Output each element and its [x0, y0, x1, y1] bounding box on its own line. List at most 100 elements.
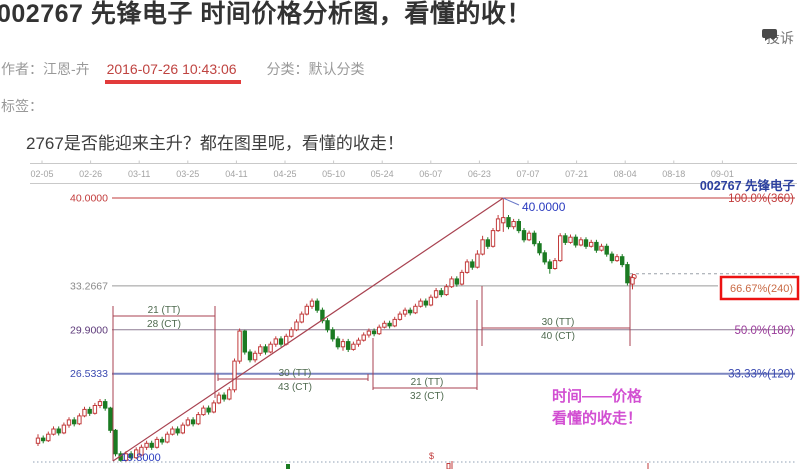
candle-body	[589, 241, 594, 247]
report-button[interactable]: 投诉	[762, 28, 794, 48]
candle-body	[501, 217, 506, 224]
candle-body	[278, 338, 284, 345]
candle-body	[320, 309, 325, 322]
candle-body	[242, 330, 248, 353]
candle-body	[351, 343, 356, 350]
candle-body	[356, 339, 361, 345]
candle-body	[583, 239, 589, 247]
bottom-marker: $	[429, 451, 434, 461]
post-body-text: 2767是否能迎来主升？都在图里呢，看懂的收走！	[26, 134, 404, 153]
author-label: 作者：	[1, 61, 43, 77]
candle-body	[537, 243, 542, 254]
candle-body	[206, 407, 211, 413]
candle-body	[371, 330, 377, 335]
candle-body	[402, 309, 408, 315]
candle-body	[258, 346, 263, 354]
candle-body	[464, 261, 470, 273]
candle-body	[149, 442, 154, 448]
date-label: 06-23	[468, 169, 491, 179]
author-name: 江恩-卉	[43, 61, 90, 77]
category-label: 分类：	[266, 61, 309, 77]
candle-body	[299, 313, 304, 323]
candle-body	[216, 394, 222, 404]
price-label-left: 26.5333	[70, 368, 108, 380]
candle-body	[268, 343, 273, 353]
candle-body	[128, 453, 134, 459]
candle-body	[273, 338, 279, 345]
measure-label-ct: 43 (CT)	[278, 382, 312, 393]
candle-body	[387, 322, 392, 327]
candle-body	[346, 341, 351, 350]
candle-body	[159, 438, 165, 443]
gann-trend-line	[112, 197, 504, 462]
measure-label-ct: 32 (CT)	[410, 391, 444, 402]
date-label: 04-25	[273, 169, 296, 179]
candle-body	[578, 239, 584, 246]
candle-body	[594, 241, 599, 251]
candle-body	[46, 433, 51, 442]
candle-body	[490, 230, 496, 247]
candle-body	[563, 235, 568, 243]
candle-body	[247, 351, 253, 361]
category-name[interactable]: 默认分类	[308, 61, 365, 77]
price-label-right: 50.0%(180)	[735, 325, 795, 337]
candle-body	[423, 300, 429, 306]
candle-body	[454, 278, 460, 285]
candle-body	[511, 221, 516, 228]
date-label: 08-04	[614, 169, 637, 179]
candle-body	[439, 290, 444, 296]
candle-body	[113, 429, 118, 455]
candle-body	[175, 428, 180, 434]
candle-body	[211, 402, 217, 413]
candle-body	[335, 338, 341, 348]
candle-body	[413, 305, 418, 314]
candle-body	[82, 408, 87, 417]
candle-body	[614, 256, 620, 262]
candle-body	[237, 330, 242, 362]
candle-body	[201, 407, 206, 416]
symbol-label: 002767 先锋电子	[700, 178, 796, 193]
candle-body	[532, 232, 537, 245]
price-label-left: 33.2667	[70, 280, 108, 292]
candle-body	[428, 296, 434, 306]
candle-body	[609, 253, 615, 262]
candle-body	[190, 419, 196, 425]
tags-label: 标签：	[1, 98, 43, 114]
candle-body	[506, 217, 511, 228]
measure-label-tt: 21 (TT)	[148, 305, 181, 316]
candle-body	[444, 286, 449, 296]
price-label-right: 100.0%(360)	[728, 193, 794, 205]
date-label: 09-01	[711, 169, 734, 179]
measure-label-tt: 30 (TT)	[279, 368, 312, 379]
candle-body	[392, 318, 397, 327]
candle-body	[542, 252, 547, 263]
candle-body	[92, 405, 98, 414]
candle-body	[459, 271, 465, 285]
post-meta: 作者：江恩-卉 2016-07-26 10:43:06 分类：默认分类	[1, 59, 365, 84]
candle-body	[397, 313, 403, 320]
candle-body	[221, 394, 227, 400]
candle-body	[196, 414, 201, 425]
candle-body	[165, 433, 170, 443]
candle-body	[97, 401, 103, 407]
candle-body	[630, 277, 635, 285]
candle-body	[309, 300, 315, 307]
candle-body	[51, 428, 56, 435]
candle-body	[154, 438, 160, 448]
price-label-right: 66.67%(240)	[730, 283, 793, 295]
candle-body	[263, 346, 268, 353]
candle-body	[568, 236, 573, 243]
candle-body	[552, 260, 558, 270]
candle-body	[139, 446, 144, 456]
note-line-2: 看懂的收走！	[552, 409, 642, 427]
candle-body	[35, 437, 41, 444]
date-label: 05-10	[322, 169, 345, 179]
candle-body	[485, 239, 491, 247]
candle-body	[470, 261, 475, 268]
measure-label-tt: 21 (TT)	[411, 377, 444, 388]
candle-body	[495, 218, 501, 232]
candle-body	[418, 300, 423, 307]
price-label-right: 33.33%(120)	[728, 369, 794, 381]
